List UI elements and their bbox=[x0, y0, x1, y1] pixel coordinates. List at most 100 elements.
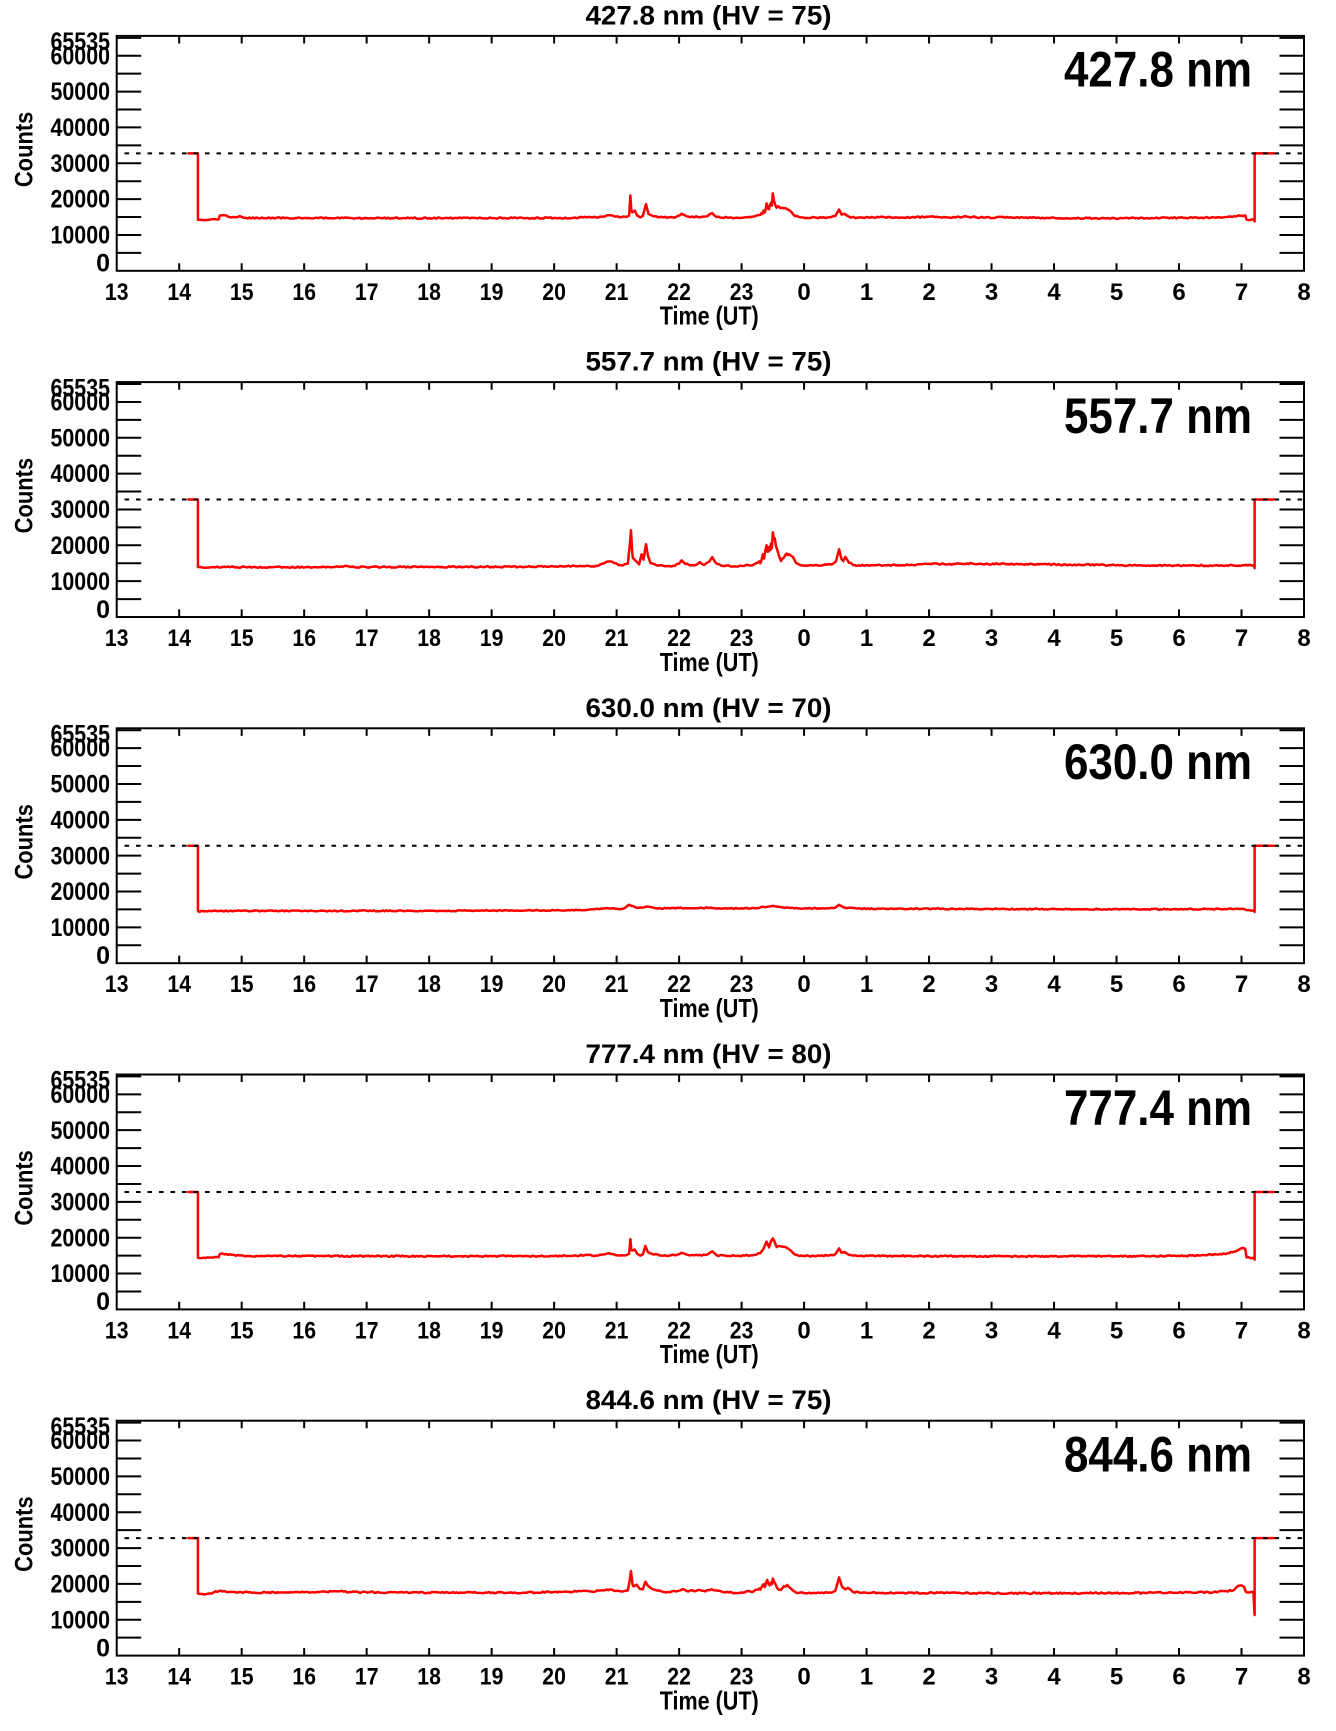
svg-text:30000: 30000 bbox=[51, 496, 111, 524]
svg-text:19: 19 bbox=[480, 971, 504, 998]
svg-text:40000: 40000 bbox=[51, 1499, 111, 1527]
svg-text:60000: 60000 bbox=[51, 735, 111, 763]
svg-text:23: 23 bbox=[730, 279, 754, 306]
svg-text:0: 0 bbox=[797, 971, 810, 998]
svg-text:777.4 nm: 777.4 nm bbox=[1064, 1080, 1252, 1136]
svg-text:7: 7 bbox=[1235, 1664, 1248, 1691]
svg-text:4: 4 bbox=[1047, 1317, 1061, 1344]
svg-text:8: 8 bbox=[1297, 971, 1310, 998]
svg-text:19: 19 bbox=[480, 625, 504, 652]
svg-text:3: 3 bbox=[985, 279, 998, 306]
svg-text:20: 20 bbox=[542, 1317, 566, 1344]
svg-text:14: 14 bbox=[167, 1664, 191, 1691]
svg-text:20000: 20000 bbox=[51, 532, 111, 560]
svg-text:22: 22 bbox=[667, 279, 691, 306]
svg-text:16: 16 bbox=[292, 625, 316, 652]
svg-text:0: 0 bbox=[797, 1317, 810, 1344]
svg-text:60000: 60000 bbox=[51, 42, 111, 70]
svg-text:23: 23 bbox=[730, 971, 754, 998]
svg-text:19: 19 bbox=[480, 1664, 504, 1691]
svg-text:13: 13 bbox=[105, 971, 129, 998]
svg-text:3: 3 bbox=[985, 625, 998, 652]
svg-text:18: 18 bbox=[417, 1664, 441, 1691]
svg-text:844.6 nm: 844.6 nm bbox=[1064, 1426, 1252, 1482]
svg-text:13: 13 bbox=[105, 279, 129, 306]
svg-text:65535: 65535 bbox=[51, 374, 111, 402]
svg-text:20: 20 bbox=[542, 625, 566, 652]
svg-text:40000: 40000 bbox=[51, 460, 111, 488]
svg-text:Time (UT): Time (UT) bbox=[660, 301, 759, 331]
svg-text:1: 1 bbox=[860, 279, 873, 306]
svg-text:0: 0 bbox=[797, 1664, 810, 1691]
svg-text:13: 13 bbox=[105, 625, 129, 652]
svg-text:18: 18 bbox=[417, 971, 441, 998]
svg-text:16: 16 bbox=[292, 1317, 316, 1344]
svg-text:844.6 nm (HV = 75): 844.6 nm (HV = 75) bbox=[586, 1385, 832, 1415]
svg-text:8: 8 bbox=[1297, 625, 1310, 652]
svg-text:17: 17 bbox=[355, 279, 379, 306]
svg-text:50000: 50000 bbox=[51, 771, 111, 799]
svg-text:427.8 nm (HV = 75): 427.8 nm (HV = 75) bbox=[586, 0, 832, 30]
svg-text:18: 18 bbox=[417, 279, 441, 306]
svg-text:6: 6 bbox=[1172, 1317, 1185, 1344]
svg-text:21: 21 bbox=[605, 971, 629, 998]
svg-text:50000: 50000 bbox=[51, 424, 111, 452]
svg-text:0: 0 bbox=[96, 1634, 110, 1662]
svg-text:50000: 50000 bbox=[51, 1117, 111, 1145]
svg-text:5: 5 bbox=[1110, 1317, 1123, 1344]
svg-text:21: 21 bbox=[605, 625, 629, 652]
svg-text:Counts: Counts bbox=[11, 112, 39, 188]
svg-text:Time (UT): Time (UT) bbox=[660, 647, 759, 677]
svg-text:15: 15 bbox=[230, 279, 254, 306]
svg-text:22: 22 bbox=[667, 1317, 691, 1344]
svg-text:8: 8 bbox=[1297, 1317, 1310, 1344]
svg-text:3: 3 bbox=[985, 971, 998, 998]
svg-text:14: 14 bbox=[167, 625, 191, 652]
svg-text:50000: 50000 bbox=[51, 78, 111, 106]
svg-text:7: 7 bbox=[1235, 1317, 1248, 1344]
svg-text:15: 15 bbox=[230, 1664, 254, 1691]
svg-text:5: 5 bbox=[1110, 1664, 1123, 1691]
svg-text:557.7 nm (HV = 75): 557.7 nm (HV = 75) bbox=[586, 347, 832, 377]
svg-text:427.8 nm: 427.8 nm bbox=[1064, 42, 1252, 98]
svg-text:21: 21 bbox=[605, 279, 629, 306]
svg-text:Time (UT): Time (UT) bbox=[660, 1339, 759, 1369]
svg-text:13: 13 bbox=[105, 1317, 129, 1344]
svg-text:14: 14 bbox=[167, 971, 191, 998]
svg-text:Counts: Counts bbox=[11, 804, 39, 880]
svg-text:15: 15 bbox=[230, 971, 254, 998]
svg-text:Counts: Counts bbox=[11, 1150, 39, 1226]
svg-text:1: 1 bbox=[860, 971, 873, 998]
svg-text:30000: 30000 bbox=[51, 842, 111, 870]
svg-text:0: 0 bbox=[96, 942, 110, 970]
svg-text:5: 5 bbox=[1110, 279, 1123, 306]
svg-text:21: 21 bbox=[605, 1317, 629, 1344]
svg-text:5: 5 bbox=[1110, 625, 1123, 652]
svg-text:2: 2 bbox=[922, 279, 935, 306]
svg-text:18: 18 bbox=[417, 1317, 441, 1344]
svg-text:2: 2 bbox=[922, 625, 935, 652]
svg-text:17: 17 bbox=[355, 971, 379, 998]
svg-text:0: 0 bbox=[96, 596, 110, 624]
svg-text:Counts: Counts bbox=[11, 458, 39, 533]
svg-text:30000: 30000 bbox=[51, 150, 111, 178]
svg-text:22: 22 bbox=[667, 971, 691, 998]
svg-text:14: 14 bbox=[167, 279, 191, 306]
svg-text:630.0 nm (HV = 70): 630.0 nm (HV = 70) bbox=[586, 693, 832, 723]
svg-text:2: 2 bbox=[922, 1664, 935, 1691]
svg-text:19: 19 bbox=[480, 279, 504, 306]
svg-text:557.7 nm: 557.7 nm bbox=[1064, 388, 1252, 444]
svg-text:6: 6 bbox=[1172, 625, 1185, 652]
svg-text:4: 4 bbox=[1047, 625, 1061, 652]
svg-text:20: 20 bbox=[542, 1664, 566, 1691]
svg-text:10000: 10000 bbox=[51, 222, 111, 250]
svg-text:60000: 60000 bbox=[51, 389, 111, 417]
svg-text:10000: 10000 bbox=[51, 1606, 111, 1634]
svg-text:4: 4 bbox=[1047, 279, 1061, 306]
svg-text:40000: 40000 bbox=[51, 1153, 111, 1181]
svg-text:13: 13 bbox=[105, 1664, 129, 1691]
svg-text:8: 8 bbox=[1297, 1664, 1310, 1691]
svg-text:40000: 40000 bbox=[51, 114, 111, 142]
svg-text:16: 16 bbox=[292, 1664, 316, 1691]
svg-text:3: 3 bbox=[985, 1317, 998, 1344]
